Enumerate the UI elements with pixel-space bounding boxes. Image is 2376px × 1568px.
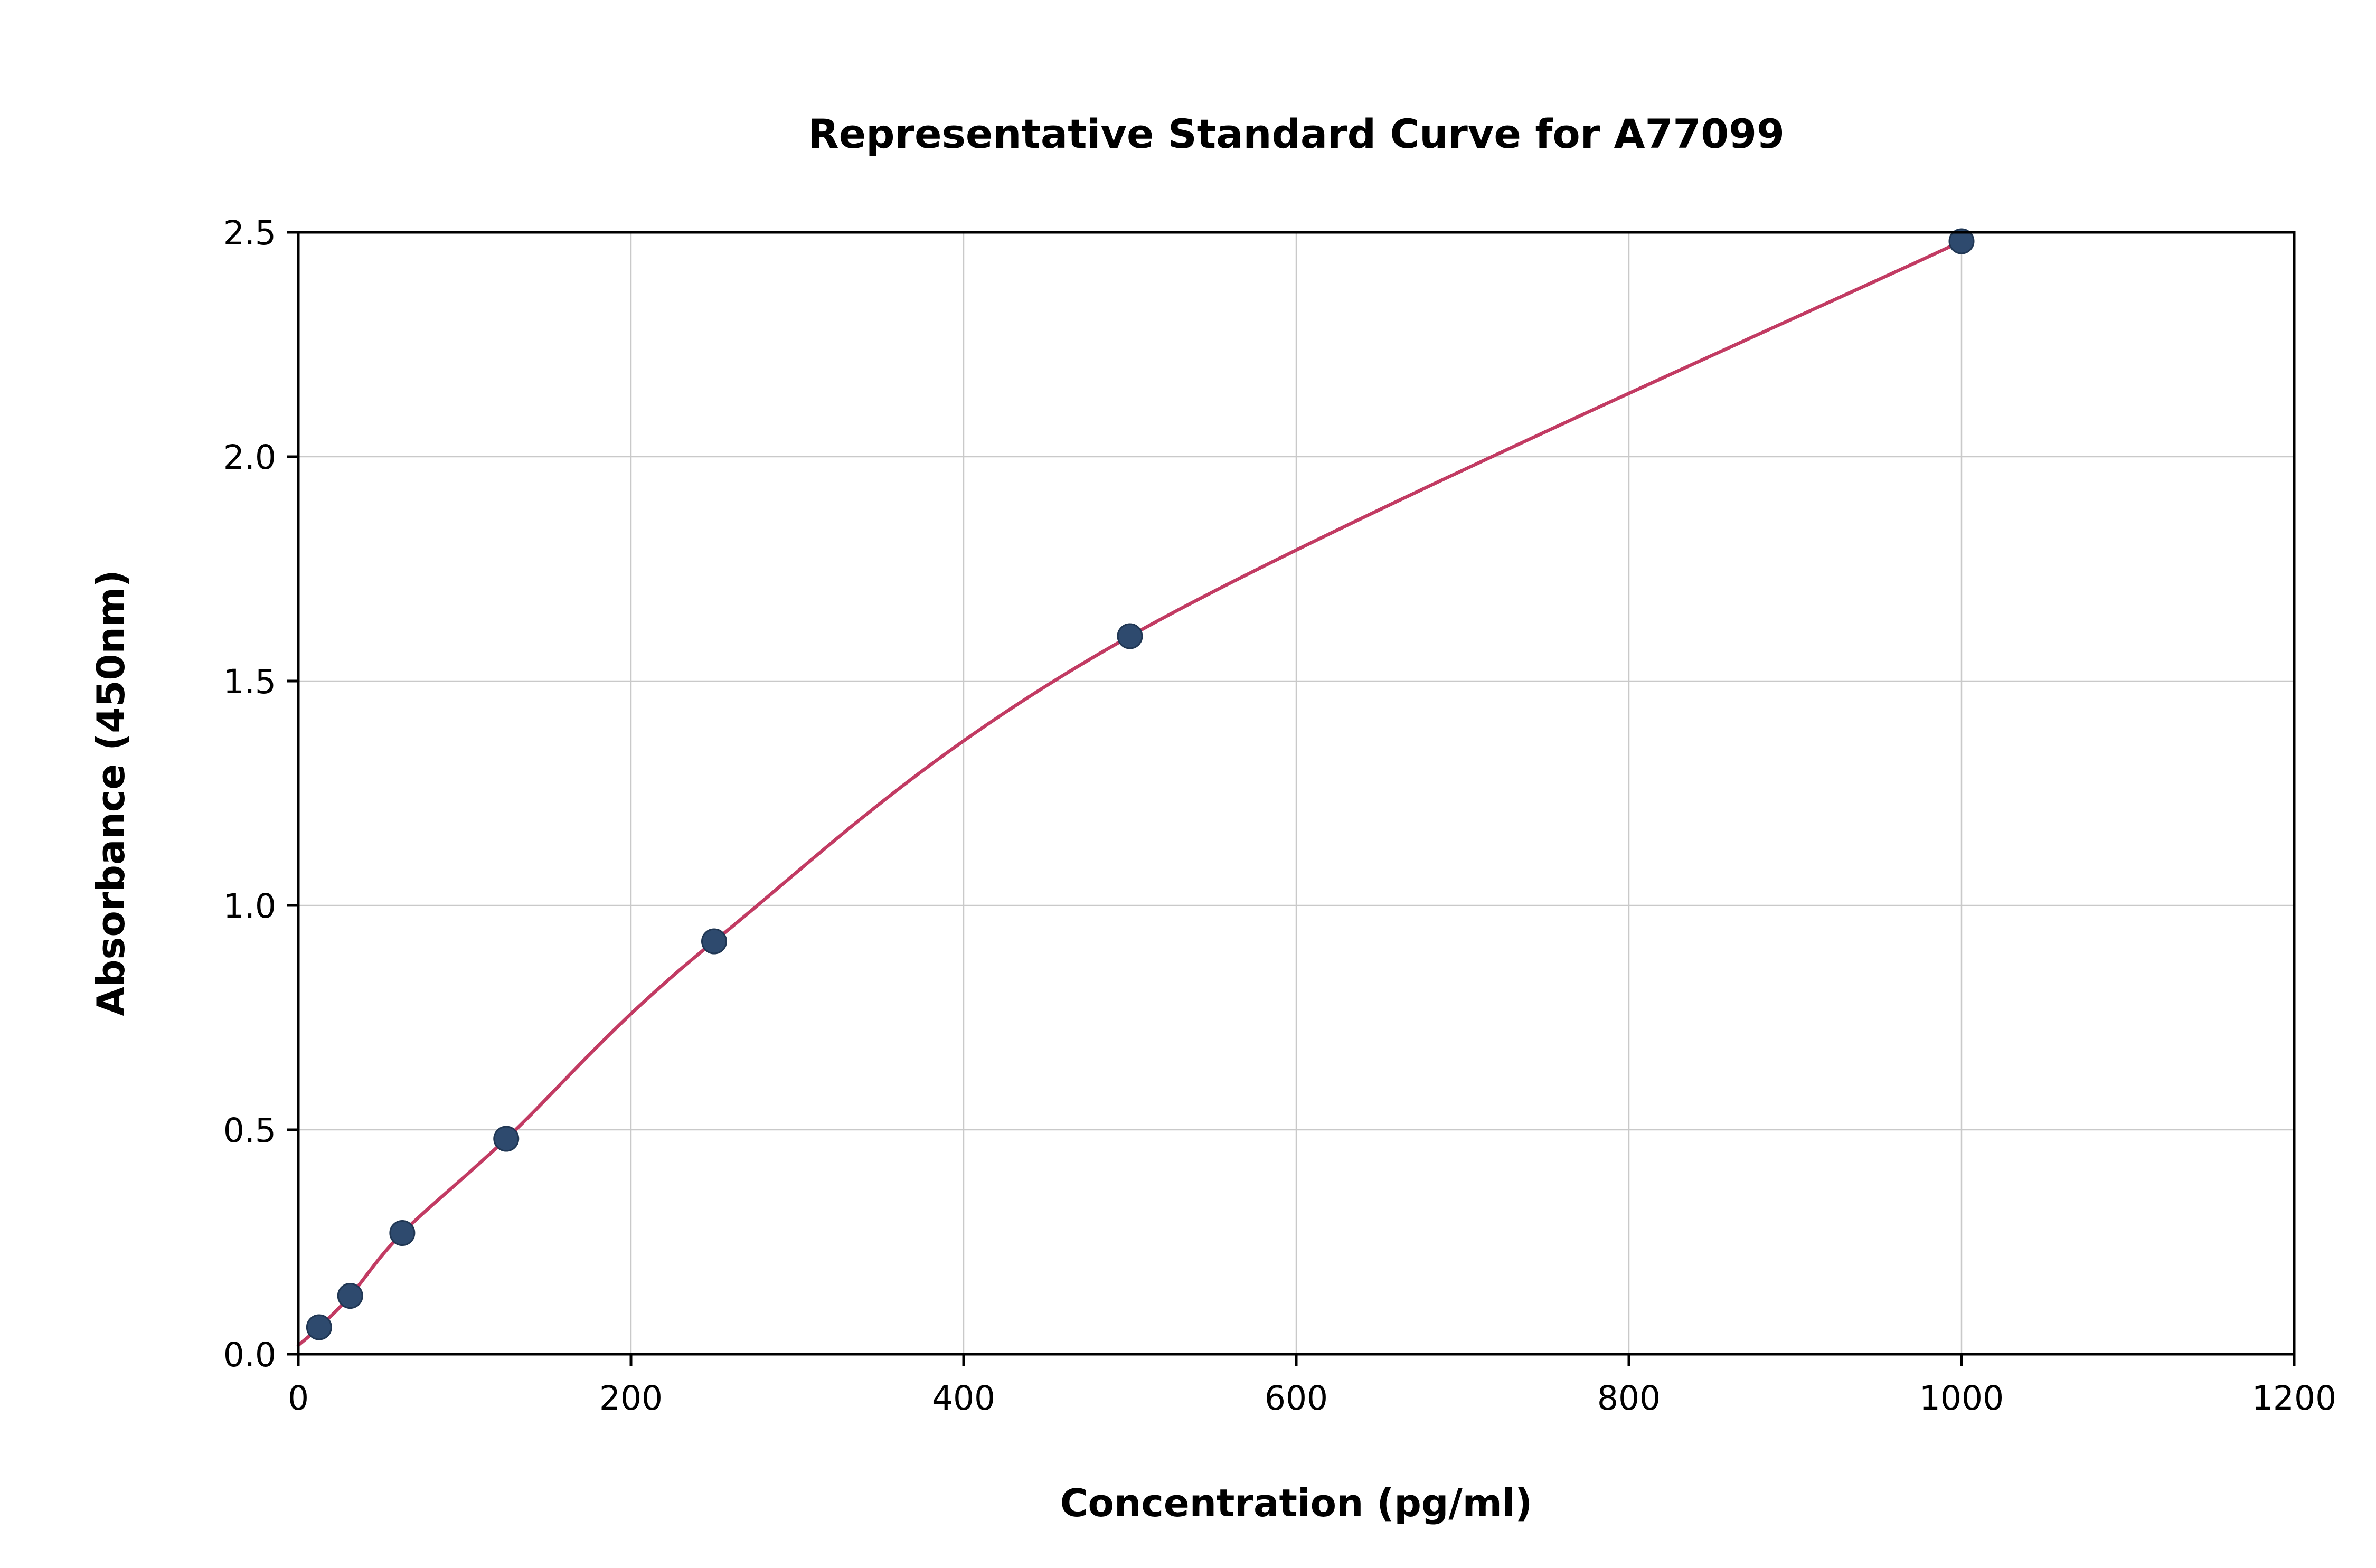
y-axis-label: Absorbance (450nm) — [89, 570, 133, 1016]
y-tick-label: 2.5 — [223, 214, 276, 252]
tick-label-layer: 0 200 400 600 800 1000 1200 0.0 0.5 1.0 1.5 2.0 2.5 — [223, 214, 2336, 1418]
x-tick-label: 1200 — [2252, 1379, 2336, 1418]
data-point — [493, 1126, 520, 1152]
x-tick-label: 800 — [1597, 1379, 1661, 1418]
data-point — [701, 928, 727, 955]
series-layer — [296, 228, 1975, 1347]
y-tick-label: 0.0 — [223, 1336, 276, 1374]
y-tick-label: 2.0 — [223, 438, 276, 477]
y-tick-label: 1.5 — [223, 663, 276, 701]
x-tick-label: 200 — [599, 1379, 663, 1418]
x-tick-label: 400 — [932, 1379, 995, 1418]
x-tick-label: 1000 — [1919, 1379, 2004, 1418]
axes-layer — [287, 231, 2296, 1366]
data-point — [1948, 228, 1975, 254]
y-tick-label: 1.0 — [223, 887, 276, 925]
fit-curve — [296, 239, 1964, 1347]
data-point — [1117, 623, 1143, 649]
x-tick-label: 600 — [1265, 1379, 1328, 1418]
grid-layer — [297, 231, 2295, 1355]
y-tick-label: 0.5 — [223, 1111, 276, 1150]
data-point — [389, 1220, 416, 1246]
data-point — [337, 1283, 363, 1309]
data-point — [306, 1314, 332, 1340]
x-tick-label: 0 — [288, 1379, 309, 1418]
x-axis-label: Concentration (pg/ml) — [1060, 1481, 1533, 1525]
chart-title: Representative Standard Curve for A77099 — [808, 110, 1785, 157]
